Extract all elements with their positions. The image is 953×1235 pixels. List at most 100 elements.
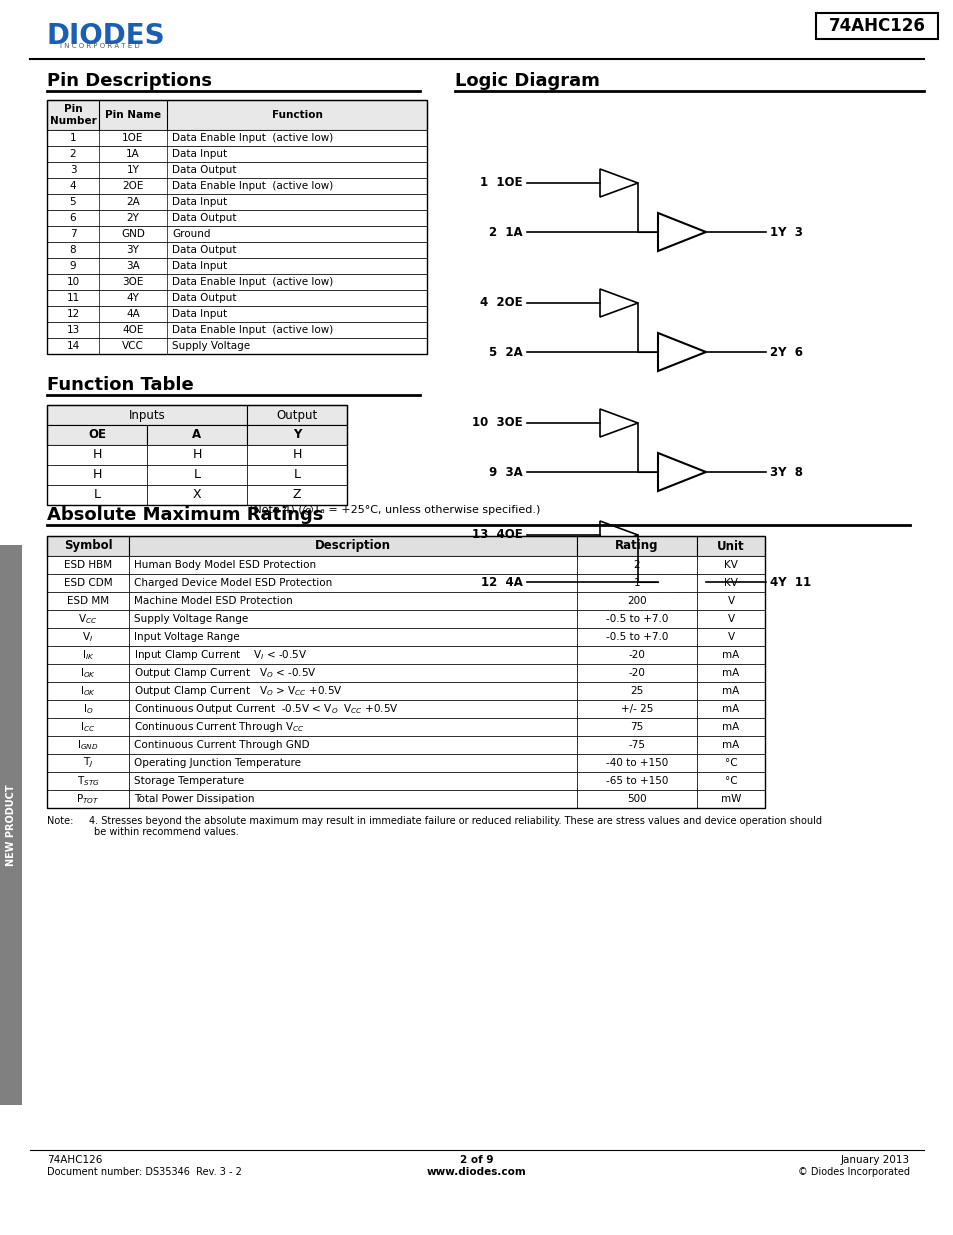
Text: Continuous Current Through GND: Continuous Current Through GND bbox=[133, 740, 310, 750]
Text: Z: Z bbox=[293, 489, 301, 501]
Text: Output Clamp Current   V$_{O}$ > V$_{CC}$ +0.5V: Output Clamp Current V$_{O}$ > V$_{CC}$ … bbox=[133, 684, 342, 698]
Text: Data Input: Data Input bbox=[172, 261, 227, 270]
Text: Supply Voltage Range: Supply Voltage Range bbox=[133, 614, 248, 624]
Bar bbox=[129, 755, 577, 772]
Text: +/- 25: +/- 25 bbox=[620, 704, 653, 714]
Text: -65 to +150: -65 to +150 bbox=[605, 776, 667, 785]
Bar bbox=[47, 338, 427, 354]
Text: 14: 14 bbox=[67, 341, 79, 351]
Polygon shape bbox=[658, 333, 705, 370]
Bar bbox=[247, 485, 347, 505]
Text: KV: KV bbox=[723, 578, 738, 588]
Text: Data Output: Data Output bbox=[172, 212, 236, 224]
Bar bbox=[577, 682, 697, 700]
Text: 2: 2 bbox=[70, 149, 76, 159]
Text: 13  4OE: 13 4OE bbox=[472, 529, 522, 541]
Text: P$_{TOT}$: P$_{TOT}$ bbox=[76, 792, 100, 806]
Text: Charged Device Model ESD Protection: Charged Device Model ESD Protection bbox=[133, 578, 332, 588]
Bar bbox=[129, 629, 577, 646]
Text: Data Output: Data Output bbox=[172, 165, 236, 175]
Text: -0.5 to +7.0: -0.5 to +7.0 bbox=[605, 614, 667, 624]
Bar bbox=[697, 574, 764, 592]
Text: 12  4A: 12 4A bbox=[480, 576, 522, 589]
Text: ESD CDM: ESD CDM bbox=[64, 578, 112, 588]
Text: mW: mW bbox=[720, 794, 740, 804]
Text: -0.5 to +7.0: -0.5 to +7.0 bbox=[605, 632, 667, 642]
Bar bbox=[577, 536, 697, 556]
Bar bbox=[577, 664, 697, 682]
Polygon shape bbox=[658, 453, 705, 492]
Polygon shape bbox=[599, 289, 638, 317]
Text: mA: mA bbox=[721, 704, 739, 714]
Text: A: A bbox=[193, 429, 201, 441]
Bar bbox=[47, 130, 427, 146]
Text: °C: °C bbox=[724, 758, 737, 768]
Bar bbox=[697, 592, 764, 610]
Bar bbox=[129, 556, 577, 574]
Bar bbox=[129, 772, 577, 790]
Bar bbox=[577, 646, 697, 664]
Bar bbox=[147, 485, 247, 505]
Text: 3OE: 3OE bbox=[122, 277, 144, 287]
Bar bbox=[47, 194, 427, 210]
Bar bbox=[47, 536, 129, 556]
Text: VCC: VCC bbox=[122, 341, 144, 351]
Bar bbox=[47, 610, 129, 629]
Bar bbox=[129, 610, 577, 629]
Text: 13: 13 bbox=[67, 325, 79, 335]
Polygon shape bbox=[599, 409, 638, 437]
Bar bbox=[129, 664, 577, 682]
Text: Document number: DS35346  Rev. 3 - 2: Document number: DS35346 Rev. 3 - 2 bbox=[47, 1167, 242, 1177]
Bar bbox=[129, 700, 577, 718]
Bar bbox=[577, 736, 697, 755]
Text: Machine Model ESD Protection: Machine Model ESD Protection bbox=[133, 597, 293, 606]
Text: Data Input: Data Input bbox=[172, 309, 227, 319]
Bar bbox=[47, 258, 427, 274]
Bar bbox=[147, 425, 247, 445]
Text: H: H bbox=[92, 448, 102, 462]
Text: 2Y: 2Y bbox=[127, 212, 139, 224]
Polygon shape bbox=[658, 212, 705, 251]
Bar bbox=[577, 772, 697, 790]
Bar bbox=[47, 682, 129, 700]
Text: Ground: Ground bbox=[172, 228, 211, 240]
Text: Data Input: Data Input bbox=[172, 198, 227, 207]
Text: H: H bbox=[292, 448, 301, 462]
Text: 5  2A: 5 2A bbox=[489, 346, 522, 358]
Text: V$_{I}$: V$_{I}$ bbox=[82, 630, 93, 643]
Text: Symbol: Symbol bbox=[64, 540, 112, 552]
Text: Description: Description bbox=[314, 540, 391, 552]
Text: 500: 500 bbox=[626, 794, 646, 804]
Bar bbox=[247, 466, 347, 485]
Bar bbox=[247, 405, 347, 425]
Text: I$_{OK}$: I$_{OK}$ bbox=[80, 684, 96, 698]
Text: 2OE: 2OE bbox=[122, 182, 144, 191]
Text: KV: KV bbox=[723, 559, 738, 571]
Bar bbox=[129, 718, 577, 736]
Bar bbox=[147, 466, 247, 485]
Text: 25: 25 bbox=[630, 685, 643, 697]
Bar bbox=[0, 545, 22, 1105]
Text: Data Output: Data Output bbox=[172, 245, 236, 254]
Bar bbox=[577, 718, 697, 736]
Bar bbox=[47, 485, 147, 505]
Text: Pin Descriptions: Pin Descriptions bbox=[47, 72, 212, 90]
Text: -20: -20 bbox=[628, 668, 645, 678]
Bar bbox=[697, 790, 764, 808]
Bar bbox=[47, 242, 427, 258]
Text: 1: 1 bbox=[70, 133, 76, 143]
Text: 12: 12 bbox=[67, 309, 79, 319]
Bar bbox=[697, 700, 764, 718]
Text: 1  1OE: 1 1OE bbox=[480, 177, 522, 189]
Text: V: V bbox=[727, 614, 734, 624]
Text: (Note 4) (@Tₐ = +25°C, unless otherwise specified.): (Note 4) (@Tₐ = +25°C, unless otherwise … bbox=[249, 505, 539, 515]
Text: 4A: 4A bbox=[126, 309, 140, 319]
Text: Human Body Model ESD Protection: Human Body Model ESD Protection bbox=[133, 559, 315, 571]
Bar bbox=[147, 445, 247, 466]
Text: www.diodes.com: www.diodes.com bbox=[427, 1167, 526, 1177]
Text: V: V bbox=[727, 632, 734, 642]
Text: mA: mA bbox=[721, 740, 739, 750]
Bar bbox=[47, 178, 427, 194]
Text: Supply Voltage: Supply Voltage bbox=[172, 341, 250, 351]
Bar bbox=[129, 536, 577, 556]
